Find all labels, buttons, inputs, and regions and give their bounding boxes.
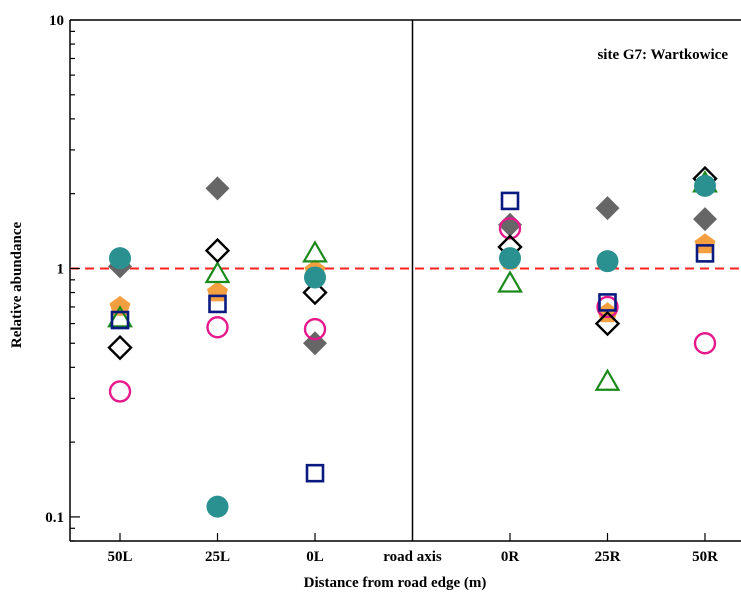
y-tick-label: 10 xyxy=(49,13,64,29)
open-triangle-marker xyxy=(107,305,133,328)
open-square-marker xyxy=(598,293,617,312)
open-triangle-marker xyxy=(204,260,231,284)
open-circle-marker xyxy=(693,332,717,355)
x-tick-label: 0L xyxy=(306,549,324,565)
y-tick-label: 0.1 xyxy=(45,510,64,526)
open-circle-marker xyxy=(206,316,229,339)
open-square-marker xyxy=(305,463,325,483)
open-diamond-marker xyxy=(594,310,621,337)
x-tick-label: 25L xyxy=(205,549,230,565)
y-tick-label: 1 xyxy=(57,261,65,277)
open-diamond-marker xyxy=(302,279,328,306)
filled-diamond-marker xyxy=(498,212,522,237)
filled-circle-marker xyxy=(304,266,326,289)
open-diamond-marker xyxy=(107,334,133,361)
open-circle-marker xyxy=(596,295,619,319)
filled-diamond-marker xyxy=(595,196,620,221)
x-tick-label: 25R xyxy=(595,549,621,565)
open-diamond-marker xyxy=(204,237,231,264)
filled-circle-marker xyxy=(109,247,131,270)
x-tick-label: road axis xyxy=(383,549,442,565)
y-axis-title: Relative abundance xyxy=(9,222,25,349)
filled-diamond-marker xyxy=(693,207,717,232)
open-triangle-marker xyxy=(594,368,621,391)
open-circle-marker xyxy=(498,217,522,240)
open-square-marker xyxy=(695,244,715,263)
open-circle-marker xyxy=(303,317,327,341)
open-square-marker xyxy=(110,310,130,330)
filled-circle-marker xyxy=(499,247,521,270)
x-axis-title: Distance from road edge (m) xyxy=(304,575,487,591)
x-tick-label: 50L xyxy=(107,549,132,565)
filled-circle-marker xyxy=(206,495,229,518)
x-tick-label: 0R xyxy=(501,549,520,565)
open-triangle-marker xyxy=(302,240,328,263)
data-markers xyxy=(107,165,718,518)
filled-diamond-marker xyxy=(205,176,230,201)
plot-area: 0.1 1 10 50L 25L 0L road axis 0R 25R 50R xyxy=(45,13,741,565)
open-circle-marker xyxy=(108,380,132,403)
open-square-marker xyxy=(500,191,520,211)
x-tick-label: 50R xyxy=(692,549,718,565)
filled-pentagon-marker xyxy=(694,233,716,254)
filled-circle-marker xyxy=(694,174,716,197)
site-annotation: site G7: Wartkowice xyxy=(597,47,728,63)
open-triangle-marker xyxy=(497,270,523,293)
filled-circle-marker xyxy=(596,250,619,273)
open-square-marker xyxy=(208,294,227,314)
